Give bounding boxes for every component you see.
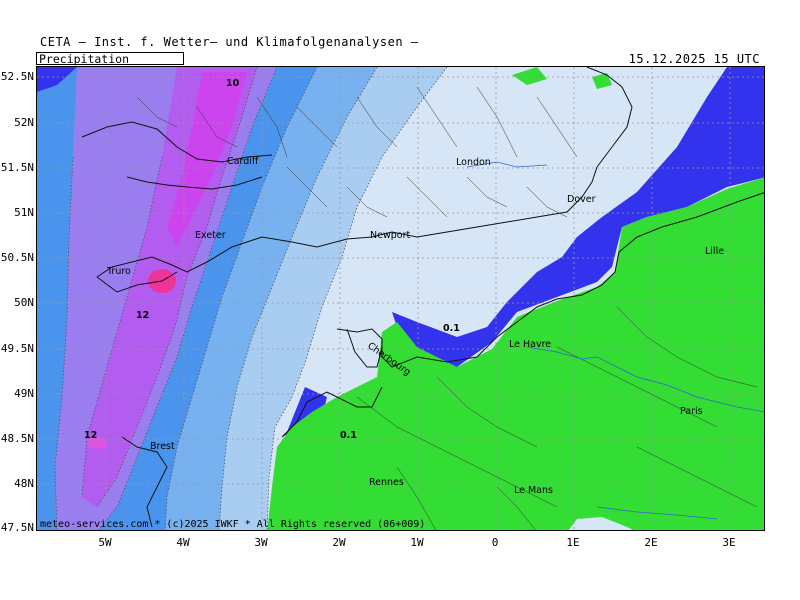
- lat-label: 51N: [14, 206, 34, 219]
- lon-label: 4W: [176, 536, 190, 549]
- coast-england-south: [96, 166, 598, 278]
- lat-label: 49N: [14, 387, 34, 400]
- coast-brittany: [281, 386, 383, 438]
- lon-label: 1W: [410, 536, 424, 549]
- lon-label: 3E: [722, 536, 736, 549]
- light-patch-south: [568, 517, 633, 530]
- contour-value-labels: 10 12 12 0.1 0.1: [84, 78, 460, 441]
- lon-label: 3W: [254, 536, 268, 549]
- lat-label: 50.5N: [0, 251, 34, 264]
- lat-label: 52.5N: [0, 70, 34, 83]
- city-label-lille: Lille: [705, 246, 724, 257]
- city-label-le-havre: Le Havre: [509, 339, 551, 350]
- precip-band-magenta: [167, 72, 247, 247]
- city-label-dover: Dover: [567, 194, 596, 205]
- lat-label: 48N: [14, 477, 34, 490]
- city-label-exeter: Exeter: [195, 230, 226, 241]
- rivers: [466, 161, 764, 520]
- city-label-rennes: Rennes: [369, 477, 404, 488]
- lat-label: 50N: [14, 296, 34, 309]
- sea-strip-top-left: [37, 67, 77, 92]
- copyright-footer: meteo-services.com * (c)2025 IWKF * All …: [40, 519, 426, 530]
- city-label-newport: Newport: [370, 230, 410, 241]
- coast-cotentin: [346, 328, 383, 368]
- admin-borders: [136, 86, 758, 530]
- contour-label-10: 10: [226, 78, 240, 89]
- precip-max-brest: [87, 437, 107, 449]
- coast-cornwall: [96, 271, 178, 293]
- lon-label: 5W: [98, 536, 112, 549]
- lat-label: 49.5N: [0, 342, 34, 355]
- lat-label: 47.5N: [0, 521, 34, 534]
- lon-label: 1E: [566, 536, 580, 549]
- city-label-brest: Brest: [150, 441, 175, 452]
- coast-wales: [81, 121, 273, 163]
- map-canvas: London Cardiff Dover Exeter Newport Lill…: [37, 67, 764, 530]
- sea-west-brittany: [282, 387, 327, 437]
- lon-label: 2E: [644, 536, 658, 549]
- coastlines: [81, 67, 764, 528]
- dry-area-france: [267, 177, 764, 530]
- dry-area-north: [512, 67, 612, 89]
- contour-label-12-brest: 12: [84, 430, 97, 441]
- coast-brittany-west: [121, 436, 168, 528]
- coast-bristol-channel: [126, 176, 263, 190]
- lon-label: 2W: [332, 536, 346, 549]
- city-label-cardiff: Cardiff: [227, 156, 259, 167]
- valid-datetime: 15.12.2025 15 UTC: [628, 52, 760, 66]
- lat-label: 51.5N: [0, 161, 34, 174]
- contour-label-0-1-brittany: 0.1: [340, 430, 357, 441]
- precipitation-map: London Cardiff Dover Exeter Newport Lill…: [36, 66, 765, 531]
- map-title: CETA — Inst. f. Wetter— und Klimafolgena…: [40, 35, 419, 49]
- contour-label-0-1-channel: 0.1: [443, 323, 460, 334]
- lon-label: 0: [491, 536, 499, 549]
- city-label-truro: Truro: [106, 266, 131, 277]
- panel-label: Precipitation [mm/6h]: [36, 52, 184, 79]
- lat-label: 52N: [14, 116, 34, 129]
- city-label-london: London: [456, 157, 491, 168]
- city-label-paris: Paris: [680, 406, 703, 417]
- city-label-le-mans: Le Mans: [514, 485, 553, 496]
- contour-label-12-cornwall: 12: [136, 310, 149, 321]
- coast-east-anglia: [586, 67, 633, 168]
- contour-lines: [54, 67, 448, 530]
- lat-label: 48.5N: [0, 432, 34, 445]
- channel-sea-region: [392, 67, 764, 367]
